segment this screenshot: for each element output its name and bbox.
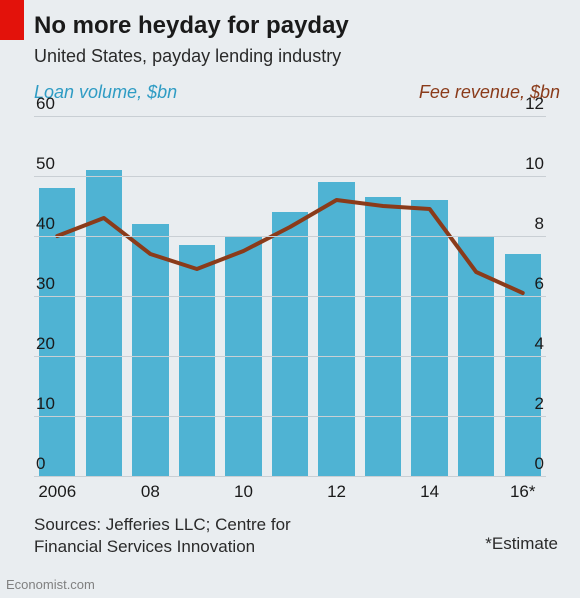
y-left-tick: 10	[36, 394, 66, 414]
estimate-note: *Estimate	[485, 534, 558, 554]
sources-line-1: Sources: Jefferies LLC; Centre for	[34, 515, 291, 534]
y-right-tick: 10	[514, 154, 544, 174]
grid-line	[34, 176, 546, 177]
x-tick: 2006	[38, 482, 76, 502]
x-tick: 14	[420, 482, 439, 502]
y-left-tick: 30	[36, 274, 66, 294]
chart-title: No more heyday for payday	[34, 12, 349, 40]
y-left-tick: 20	[36, 334, 66, 354]
y-left-tick: 50	[36, 154, 66, 174]
sources-text: Sources: Jefferies LLC; Centre for Finan…	[34, 514, 291, 558]
x-tick: 10	[234, 482, 253, 502]
grid-line	[34, 116, 546, 117]
y-right-tick: 6	[514, 274, 544, 294]
y-right-tick: 4	[514, 334, 544, 354]
y-left-tick: 40	[36, 214, 66, 234]
y-left-tick: 60	[36, 94, 66, 114]
y-left-tick: 0	[36, 454, 66, 474]
plot-area: 010203040506002468101220060810121416*	[34, 116, 546, 476]
fee-revenue-line	[57, 200, 522, 293]
grid-line	[34, 476, 546, 477]
grid-line	[34, 236, 546, 237]
chart-subtitle: United States, payday lending industry	[34, 46, 341, 67]
y-right-tick: 0	[514, 454, 544, 474]
y-right-tick: 8	[514, 214, 544, 234]
x-tick: 08	[141, 482, 160, 502]
y-right-tick: 12	[514, 94, 544, 114]
grid-line	[34, 416, 546, 417]
x-tick: 12	[327, 482, 346, 502]
credit-text: Economist.com	[6, 577, 95, 592]
x-tick: 16*	[510, 482, 536, 502]
sources-line-2: Financial Services Innovation	[34, 537, 255, 556]
grid-line	[34, 296, 546, 297]
brand-tab	[0, 0, 24, 40]
y-right-tick: 2	[514, 394, 544, 414]
grid-line	[34, 356, 546, 357]
